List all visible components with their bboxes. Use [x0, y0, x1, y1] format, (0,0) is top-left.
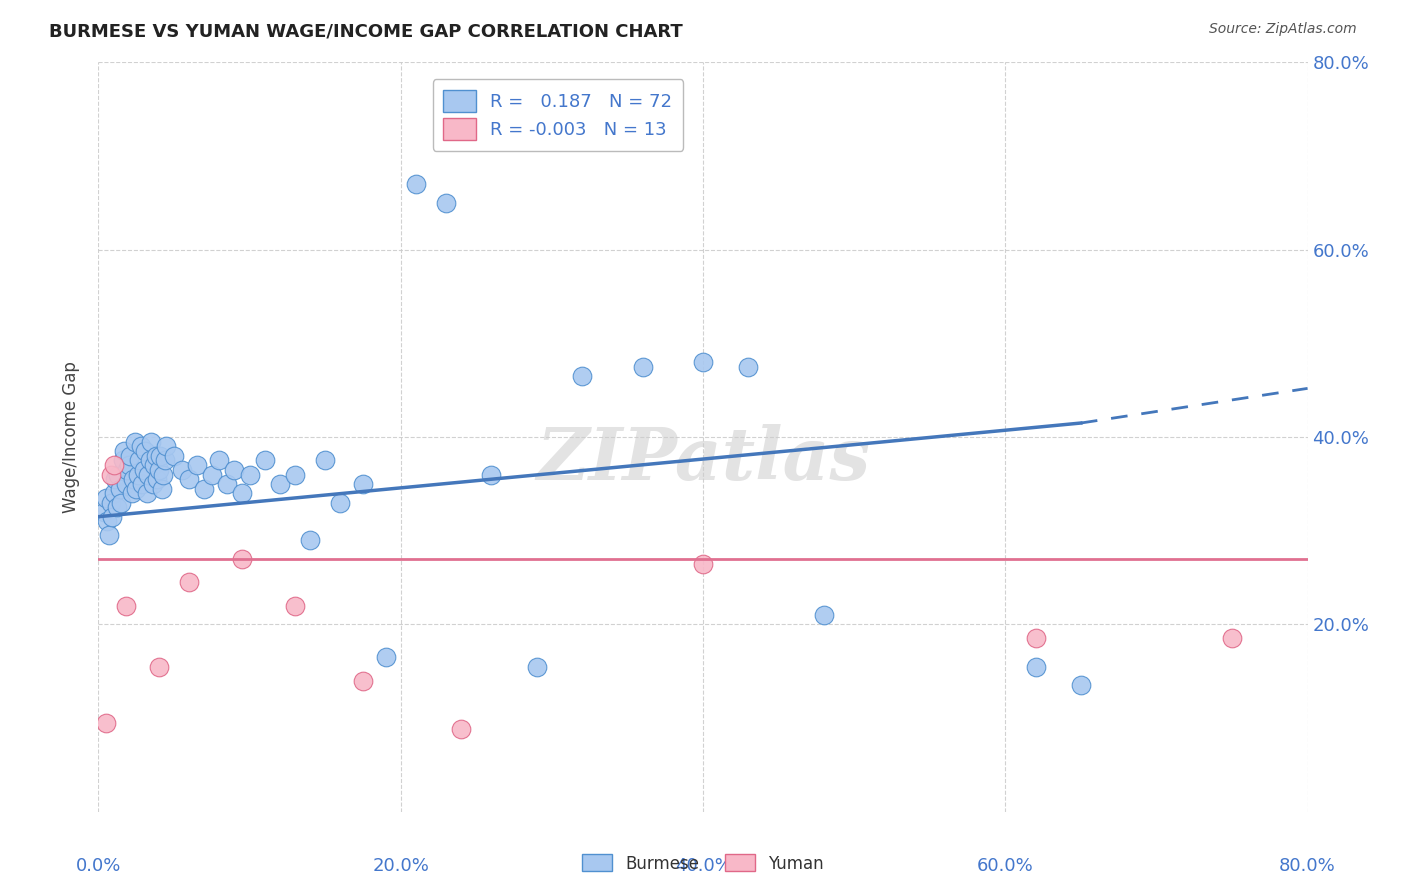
- Point: [150, 482, 173, 496]
- Point: [143, 458, 166, 473]
- Point: [111, 453, 134, 467]
- Point: [114, 476, 136, 491]
- Point: [231, 486, 253, 500]
- Point: [136, 467, 159, 482]
- Point: [1024, 632, 1046, 646]
- Point: [100, 467, 122, 482]
- Point: [112, 444, 135, 458]
- Point: [352, 673, 374, 688]
- Point: [155, 440, 177, 453]
- Point: [146, 472, 169, 486]
- Text: 0.0%: 0.0%: [76, 856, 121, 875]
- Point: [96, 514, 118, 528]
- Point: [115, 463, 138, 477]
- Point: [215, 476, 238, 491]
- Point: [692, 557, 714, 571]
- Point: [405, 177, 427, 191]
- Point: [120, 449, 142, 463]
- Text: ZIPatlas: ZIPatlas: [536, 424, 870, 495]
- Point: [374, 650, 396, 665]
- Point: [179, 472, 201, 486]
- Point: [114, 599, 136, 613]
- Point: [284, 467, 307, 482]
- Point: [193, 482, 215, 496]
- Point: [104, 472, 127, 486]
- Point: [224, 463, 246, 477]
- Point: [129, 440, 152, 453]
- Point: [149, 449, 172, 463]
- Point: [125, 482, 148, 496]
- Point: [124, 434, 146, 449]
- Point: [134, 444, 156, 458]
- Point: [526, 659, 548, 673]
- Point: [139, 453, 162, 467]
- Text: BURMESE VS YUMAN WAGE/INCOME GAP CORRELATION CHART: BURMESE VS YUMAN WAGE/INCOME GAP CORRELA…: [49, 22, 683, 40]
- Point: [329, 496, 352, 510]
- Point: [148, 463, 170, 477]
- Point: [107, 467, 129, 482]
- Point: [179, 575, 201, 590]
- Point: [352, 476, 374, 491]
- Point: [239, 467, 262, 482]
- Point: [94, 715, 117, 730]
- Point: [145, 449, 167, 463]
- Point: [110, 496, 132, 510]
- Point: [101, 509, 124, 524]
- Point: [481, 467, 503, 482]
- Point: [170, 463, 193, 477]
- Text: 20.0%: 20.0%: [373, 856, 429, 875]
- Point: [132, 463, 155, 477]
- Point: [135, 486, 157, 500]
- Point: [141, 434, 163, 449]
- Point: [186, 458, 208, 473]
- Point: [122, 472, 145, 486]
- Point: [148, 659, 170, 673]
- Point: [103, 486, 125, 500]
- Point: [434, 195, 457, 210]
- Point: [118, 458, 141, 473]
- Point: [98, 528, 121, 542]
- Point: [299, 533, 322, 547]
- Point: [105, 500, 128, 515]
- Point: [103, 458, 125, 473]
- Text: 40.0%: 40.0%: [675, 856, 731, 875]
- Point: [450, 723, 472, 737]
- Point: [128, 453, 150, 467]
- Point: [121, 486, 143, 500]
- Point: [153, 453, 176, 467]
- Point: [813, 608, 835, 623]
- Text: 80.0%: 80.0%: [1279, 856, 1336, 875]
- Point: [93, 505, 115, 519]
- Point: [692, 355, 714, 369]
- Point: [284, 599, 307, 613]
- Point: [108, 482, 131, 496]
- Legend: Burmese, Yuman: Burmese, Yuman: [575, 847, 831, 880]
- Point: [1220, 632, 1243, 646]
- Point: [571, 369, 593, 384]
- Point: [269, 476, 291, 491]
- Point: [163, 449, 186, 463]
- Point: [131, 476, 153, 491]
- Point: [100, 496, 122, 510]
- Point: [127, 467, 149, 482]
- Point: [253, 453, 276, 467]
- Point: [737, 359, 759, 374]
- Text: Source: ZipAtlas.com: Source: ZipAtlas.com: [1209, 22, 1357, 37]
- Y-axis label: Wage/Income Gap: Wage/Income Gap: [62, 361, 80, 513]
- Point: [201, 467, 224, 482]
- Legend: R =   0.187   N = 72, R = -0.003   N = 13: R = 0.187 N = 72, R = -0.003 N = 13: [433, 79, 683, 151]
- Point: [142, 476, 165, 491]
- Point: [208, 453, 231, 467]
- Point: [1024, 659, 1046, 673]
- Point: [314, 453, 336, 467]
- Text: 60.0%: 60.0%: [977, 856, 1033, 875]
- Point: [631, 359, 654, 374]
- Point: [1070, 678, 1092, 692]
- Point: [231, 551, 253, 566]
- Point: [152, 467, 174, 482]
- Point: [94, 491, 117, 505]
